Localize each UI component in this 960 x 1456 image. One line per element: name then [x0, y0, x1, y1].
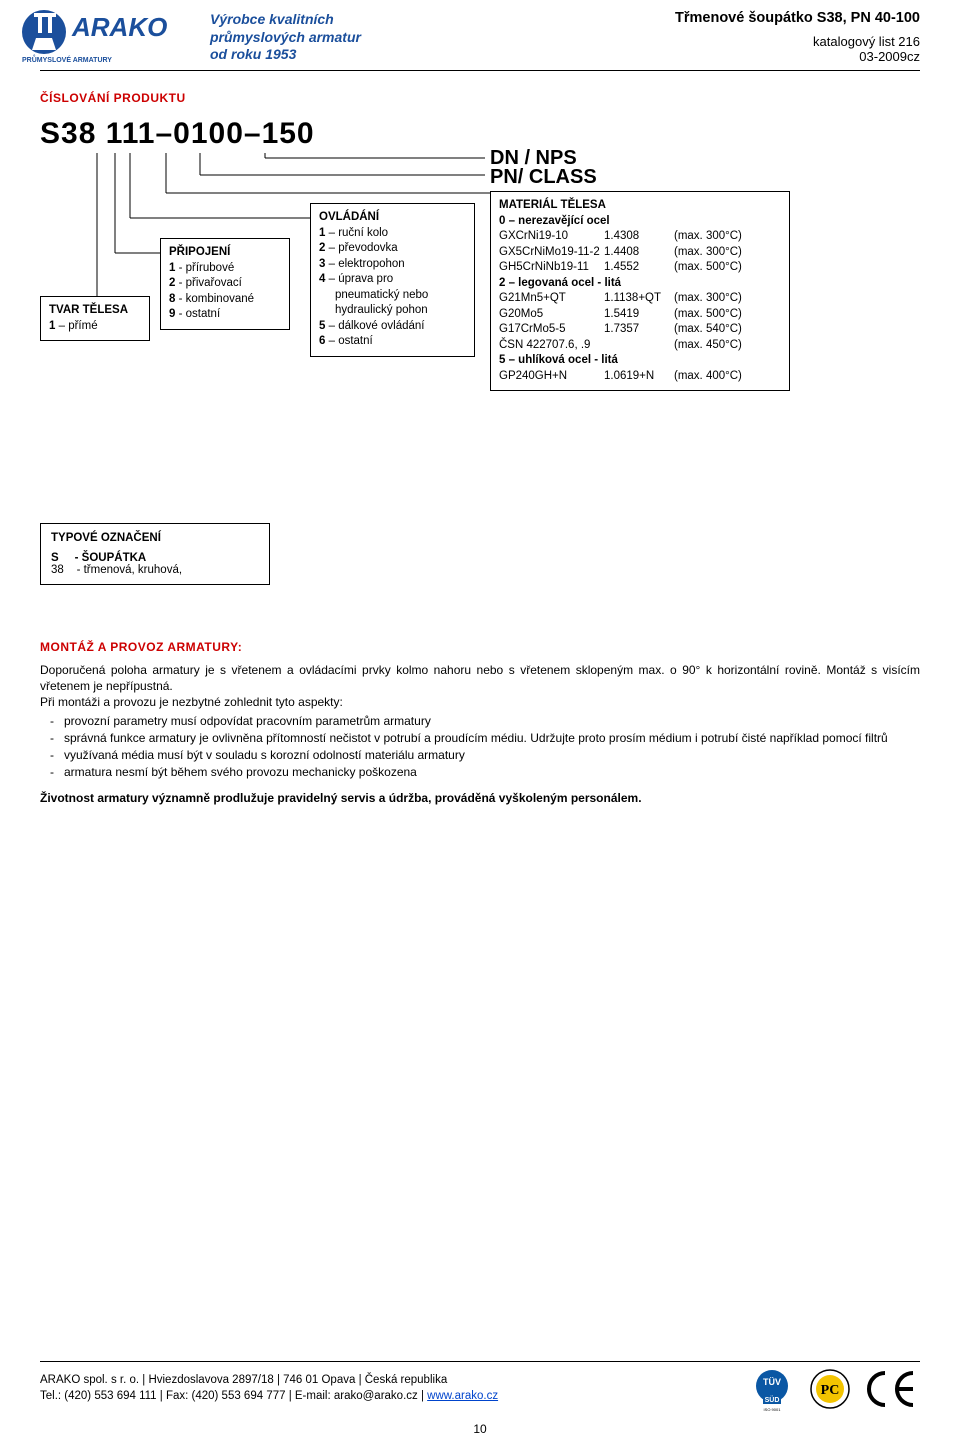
cert-logos: TÜV SÜD ISO 9001 PC [749, 1366, 920, 1412]
box-line: 4 – úprava pro [319, 272, 466, 288]
mat-row: G21Mn5+QT1.1138+QT(max. 300°C) [499, 291, 781, 307]
box-line: hydraulický pohon [319, 303, 466, 319]
gost-logo-icon: PC [809, 1368, 851, 1410]
montaz-bullet: armatura nesmí být během svého provozu m… [64, 764, 920, 780]
montaz-bullet: provozní parametry musí odpovídat pracov… [64, 713, 920, 729]
box-line: 1 - přírubové [169, 261, 281, 277]
montaz-bullet: využívaná média musí být v souladu s kor… [64, 747, 920, 763]
montaz-title: MONTÁŽ A PROVOZ ARMATURY: [40, 640, 920, 654]
svg-text:SÜD: SÜD [765, 1395, 780, 1404]
montaz-bullets: provozní parametry musí odpovídat pracov… [64, 713, 920, 781]
footer-divider [40, 1361, 920, 1362]
mat-row: G17CrMo5-51.7357(max. 540°C) [499, 322, 781, 338]
page-footer: ARAKO spol. s r. o. | Hviezdoslavova 289… [0, 1361, 960, 1436]
numbering-diagram: DN / NPS PN/ CLASS TVAR TĚLESA 1 – přímé… [40, 153, 920, 503]
brand-tagline: Výrobce kvalitních průmyslových armatur … [210, 11, 361, 64]
montaz-section: MONTÁŽ A PROVOZ ARMATURY: Doporučená pol… [40, 640, 920, 807]
box-line: 2 – převodovka [319, 241, 466, 257]
product-code: S38 111–0100–150 [40, 117, 920, 151]
footer-text: ARAKO spol. s r. o. | Hviezdoslavova 289… [40, 1373, 498, 1404]
mat-row: GH5CrNiNb19-111.4552(max. 500°C) [499, 260, 781, 276]
footer-l1: ARAKO spol. s r. o. | Hviezdoslavova 289… [40, 1373, 498, 1389]
typebox-line2: 38 - třmenová, kruhová, [51, 564, 259, 576]
footer-l2a: Tel.: (420) 553 694 111 | Fax: (420) 553… [40, 1390, 427, 1402]
box-ovladani: OVLÁDÁNÍ 1 – ruční kolo2 – převodovka3 –… [310, 203, 475, 357]
footer-l2: Tel.: (420) 553 694 111 | Fax: (420) 553… [40, 1389, 498, 1405]
box-line: 9 - ostatní [169, 307, 281, 323]
box-line: 1 – ruční kolo [319, 226, 466, 242]
svg-text:TÜV: TÜV [763, 1377, 781, 1387]
box-line: 3 – elektropohon [319, 257, 466, 273]
montaz-bullet: správná funkce armatury je ovlivněna pří… [64, 730, 920, 746]
tagline-2: průmyslových armatur [210, 29, 361, 47]
box-tvar-telesa: TVAR TĚLESA 1 – přímé [40, 296, 150, 341]
product-title: Třmenové šoupátko S38, PN 40-100 [675, 10, 920, 26]
mat-row: GXCrNi19-101.4308(max. 300°C) [499, 229, 781, 245]
box-line: 5 – dálkové ovládání [319, 319, 466, 335]
montaz-p2: Při montáži a provozu je nezbytné zohled… [40, 694, 920, 710]
box-ovlad-lines: 1 – ruční kolo2 – převodovka3 – elektrop… [319, 226, 466, 350]
catalog-sheet: katalogový list 216 [675, 34, 920, 49]
montaz-p3: Životnost armatury významně prodlužuje p… [40, 790, 920, 806]
box-mat-body: 0 – nerezavějící ocelGXCrNi19-101.4308(m… [499, 214, 781, 385]
box-line: pneumatický nebo [319, 288, 466, 304]
header-right: Třmenové šoupátko S38, PN 40-100 katalog… [675, 10, 920, 64]
box-pripoj-lines: 1 - přírubové2 - přivařovací8 - kombinov… [169, 261, 281, 323]
mat-row: GX5CrNiMo19-11-21.4408(max. 300°C) [499, 245, 781, 261]
ce-mark-icon [865, 1369, 920, 1409]
page-header: ARAKO PRŮMYSLOVÉ ARMATURY Výrobce kvalit… [0, 0, 960, 70]
typebox-title: TYPOVÉ OZNAČENÍ [51, 532, 259, 544]
box-ovlad-title: OVLÁDÁNÍ [319, 210, 466, 226]
footer-link[interactable]: www.arako.cz [427, 1390, 498, 1402]
typebox-l1b: - ŠOUPÁTKA [75, 552, 147, 564]
box-line: 8 - kombinované [169, 292, 281, 308]
box-pripoj-title: PŘIPOJENÍ [169, 245, 281, 261]
typebox-l2b: - třmenová, kruhová, [77, 564, 182, 576]
tuv-logo-icon: TÜV SÜD ISO 9001 [749, 1366, 795, 1412]
svg-text:PC: PC [821, 1383, 840, 1398]
logo-block: ARAKO PRŮMYSLOVÉ ARMATURY Výrobce kvalit… [20, 10, 361, 65]
typebox-l2a: 38 [51, 564, 64, 576]
page-number: 10 [40, 1422, 920, 1436]
arako-logo: ARAKO PRŮMYSLOVÉ ARMATURY [20, 10, 200, 65]
box-mat-title: MATERIÁL TĚLESA [499, 198, 781, 214]
mat-row: ČSN 422707.6, .9(max. 450°C) [499, 338, 781, 354]
mat-group-head: 0 – nerezavějící ocel [499, 214, 781, 230]
box-material: MATERIÁL TĚLESA 0 – nerezavějící ocelGXC… [490, 191, 790, 391]
typebox-l1a: S [51, 552, 59, 564]
svg-text:ISO 9001: ISO 9001 [764, 1407, 782, 1412]
tagline-3: od roku 1953 [210, 46, 361, 64]
pn-class-label: PN/ CLASS [490, 166, 597, 189]
box-line: 6 – ostatní [319, 334, 466, 350]
section-title: ČÍSLOVÁNÍ PRODUKTU [40, 91, 920, 105]
svg-text:PRŮMYSLOVÉ ARMATURY: PRŮMYSLOVÉ ARMATURY [22, 54, 112, 64]
box-line: 1 – přímé [49, 319, 141, 335]
box-tvar-lines: 1 – přímé [49, 319, 141, 335]
box-line: 2 - přivařovací [169, 276, 281, 292]
montaz-p1: Doporučená poloha armatury je s vřetenem… [40, 662, 920, 694]
mat-group-head: 5 – uhlíková ocel - litá [499, 353, 781, 369]
box-tvar-title: TVAR TĚLESA [49, 303, 141, 319]
mat-group-head: 2 – legovaná ocel - litá [499, 276, 781, 292]
svg-text:ARAKO: ARAKO [71, 12, 167, 42]
tagline-1: Výrobce kvalitních [210, 11, 361, 29]
mat-row: GP240GH+N1.0619+N(max. 400°C) [499, 369, 781, 385]
catalog-date: 03-2009cz [675, 49, 920, 64]
typebox-line1: S - ŠOUPÁTKA [51, 552, 259, 564]
box-pripojeni: PŘIPOJENÍ 1 - přírubové2 - přivařovací8 … [160, 238, 290, 330]
box-typove-oznaceni: TYPOVÉ OZNAČENÍ S - ŠOUPÁTKA 38 - třmeno… [40, 523, 270, 585]
mat-row: G20Mo51.5419(max. 500°C) [499, 307, 781, 323]
